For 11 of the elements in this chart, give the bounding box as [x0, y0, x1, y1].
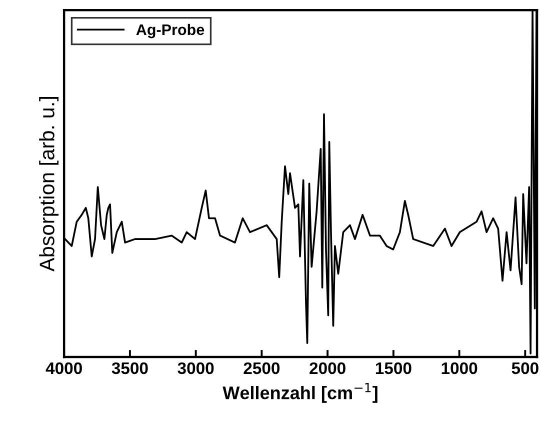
x-tick-label: 3500 [112, 362, 148, 374]
x-tick-label: 1500 [376, 362, 412, 374]
legend-label: Ag-Probe [136, 24, 204, 38]
x-tick-label: 3000 [178, 362, 214, 374]
x-tick-label: 2000 [310, 362, 346, 374]
x-tick-label: 500 [512, 362, 538, 374]
x-tick-label: 1000 [442, 362, 478, 374]
y-axis-title: Absorption [arb. u.] [39, 97, 59, 272]
x-axis-title: Wellenzahl [cm$^{−1}$] [222, 382, 378, 403]
x-tick-label: 4000 [46, 362, 82, 374]
x-tick-label: 2500 [244, 362, 280, 374]
